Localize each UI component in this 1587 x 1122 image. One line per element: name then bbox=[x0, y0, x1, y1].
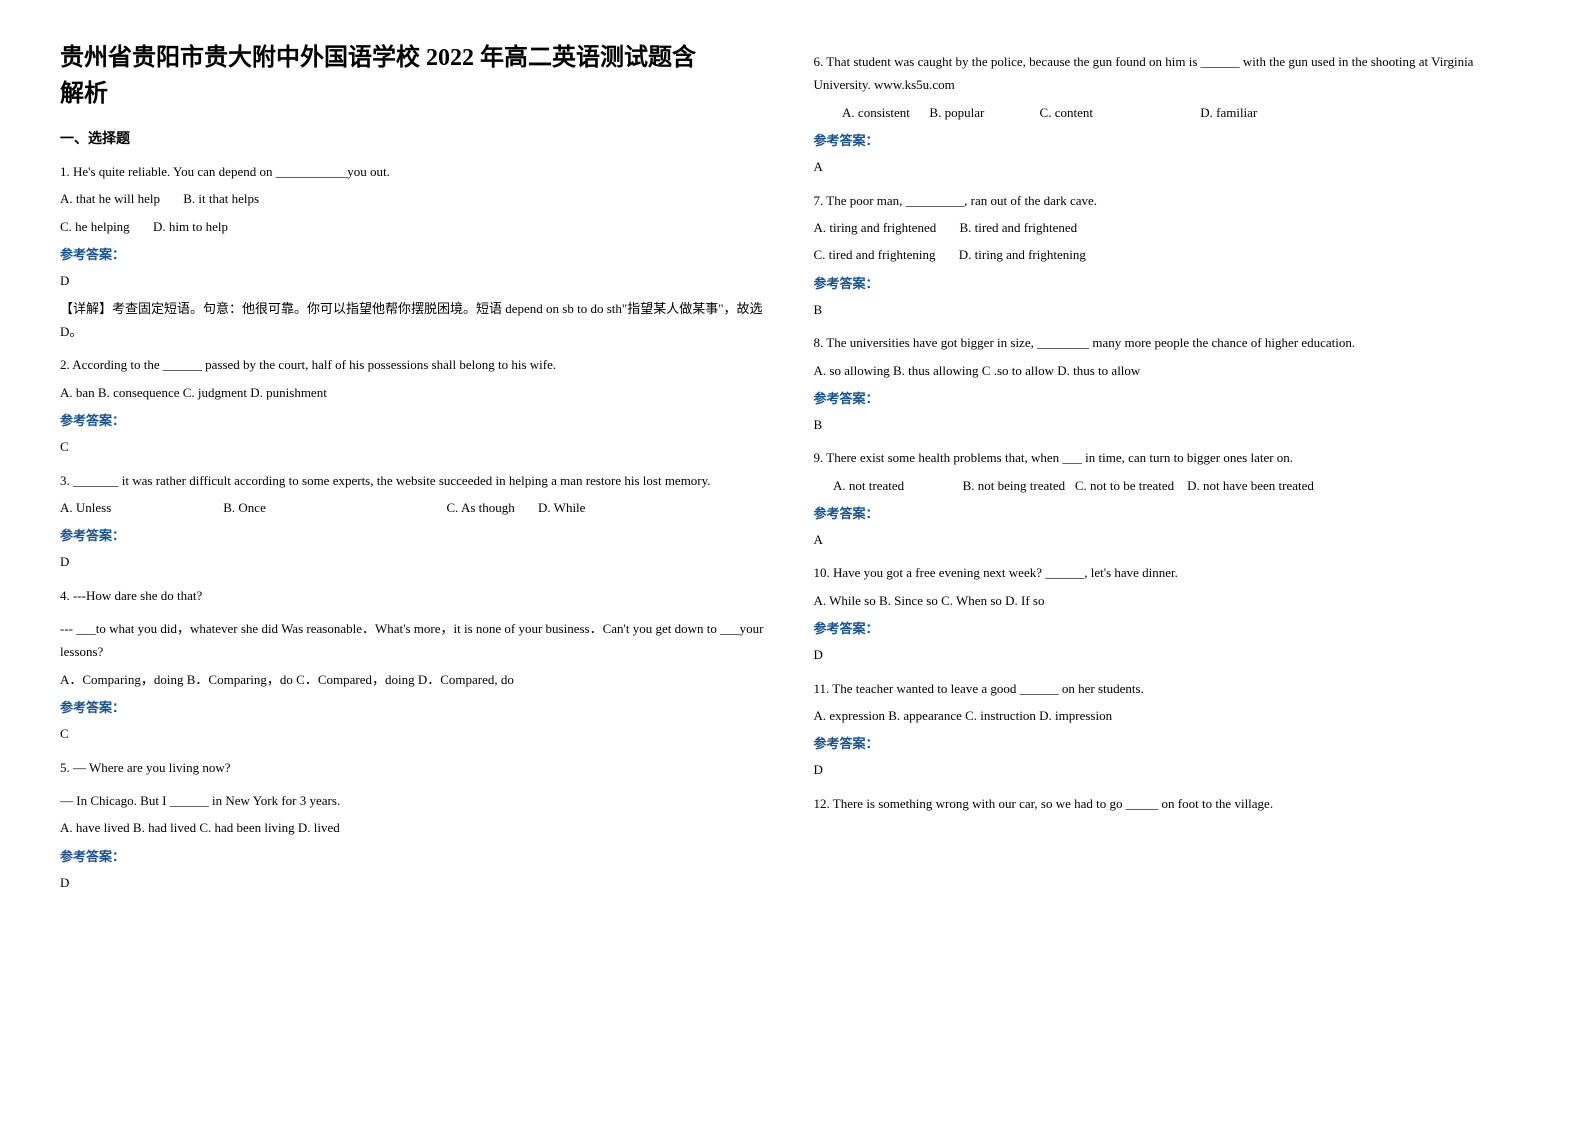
q3-optD: D. While bbox=[538, 500, 585, 515]
q3-optA: A. Unless bbox=[60, 496, 200, 519]
q2-ans-label: 参考答案： bbox=[60, 410, 774, 429]
q12-text: 12. There is something wrong with our ca… bbox=[814, 792, 1528, 815]
question-10: 10. Have you got a free evening next wee… bbox=[814, 561, 1528, 666]
q4-opts: A．Comparing，doing B．Comparing，do C．Compa… bbox=[60, 668, 774, 691]
q3-text: 3. _______ it was rather difficult accor… bbox=[60, 469, 774, 492]
q5-ans: D bbox=[60, 871, 774, 894]
q7-opts-row2: C. tired and frightening D. tiring and f… bbox=[814, 243, 1528, 266]
q2-opts: A. ban B. consequence C. judgment D. pun… bbox=[60, 381, 774, 404]
q7-text: 7. The poor man, _________, ran out of t… bbox=[814, 189, 1528, 212]
q6-ans-label: 参考答案： bbox=[814, 130, 1528, 149]
question-11: 11. The teacher wanted to leave a good _… bbox=[814, 677, 1528, 782]
q7-optB: B. tired and frightened bbox=[960, 220, 1078, 235]
question-8: 8. The universities have got bigger in s… bbox=[814, 331, 1528, 436]
right-column: 6. That student was caught by the police… bbox=[814, 40, 1528, 902]
q4-text1: 4. ---How dare she do that? bbox=[60, 584, 774, 607]
q7-opts-row1: A. tiring and frightened B. tired and fr… bbox=[814, 216, 1528, 239]
question-9: 9. There exist some health problems that… bbox=[814, 446, 1528, 551]
q11-text: 11. The teacher wanted to leave a good _… bbox=[814, 677, 1528, 700]
q7-ans: B bbox=[814, 298, 1528, 321]
q3-optC: C. As though bbox=[447, 500, 515, 515]
question-6: 6. That student was caught by the police… bbox=[814, 50, 1528, 179]
question-7: 7. The poor man, _________, ran out of t… bbox=[814, 189, 1528, 322]
q9-ans: A bbox=[814, 528, 1528, 551]
q9-opts: A. not treated B. not being treated C. n… bbox=[814, 474, 1528, 497]
q9-ans-label: 参考答案： bbox=[814, 503, 1528, 522]
q5-text2: — In Chicago. But I ______ in New York f… bbox=[60, 789, 774, 812]
q11-ans: D bbox=[814, 758, 1528, 781]
question-1: 1. He's quite reliable. You can depend o… bbox=[60, 160, 774, 343]
question-12: 12. There is something wrong with our ca… bbox=[814, 792, 1528, 815]
q1-opts-row1: A. that he will help B. it that helps bbox=[60, 187, 774, 210]
title-line-1: 贵州省贵阳市贵大附中外国语学校 2022 年高二英语测试题含 bbox=[60, 45, 696, 71]
q10-ans: D bbox=[814, 643, 1528, 666]
page-container: 贵州省贵阳市贵大附中外国语学校 2022 年高二英语测试题含 解析 一、选择题 … bbox=[60, 40, 1527, 902]
q5-ans-label: 参考答案： bbox=[60, 846, 774, 865]
q3-ans: D bbox=[60, 550, 774, 573]
document-title: 贵州省贵阳市贵大附中外国语学校 2022 年高二英语测试题含 解析 bbox=[60, 40, 774, 112]
q2-text: 2. According to the ______ passed by the… bbox=[60, 353, 774, 376]
q1-explain: 【详解】考查固定短语。句意：他很可靠。你可以指望他帮你摆脱困境。短语 depen… bbox=[60, 297, 774, 344]
q8-text: 8. The universities have got bigger in s… bbox=[814, 331, 1528, 354]
question-5: 5. — Where are you living now? — In Chic… bbox=[60, 756, 774, 895]
q5-text1: 5. — Where are you living now? bbox=[60, 756, 774, 779]
q1-text: 1. He's quite reliable. You can depend o… bbox=[60, 160, 774, 183]
q10-ans-label: 参考答案： bbox=[814, 618, 1528, 637]
q10-opts: A. While so B. Since so C. When so D. If… bbox=[814, 589, 1528, 612]
q5-opts: A. have lived B. had lived C. had been l… bbox=[60, 816, 774, 839]
q8-ans: B bbox=[814, 413, 1528, 436]
q6-text: 6. That student was caught by the police… bbox=[814, 50, 1528, 97]
q9-text: 9. There exist some health problems that… bbox=[814, 446, 1528, 469]
q4-ans: C bbox=[60, 722, 774, 745]
q4-ans-label: 参考答案： bbox=[60, 697, 774, 716]
q1-optA: A. that he will help bbox=[60, 191, 160, 206]
question-2: 2. According to the ______ passed by the… bbox=[60, 353, 774, 458]
q7-optA: A. tiring and frightened bbox=[814, 220, 937, 235]
q11-opts: A. expression B. appearance C. instructi… bbox=[814, 704, 1528, 727]
q11-ans-label: 参考答案： bbox=[814, 733, 1528, 752]
q7-ans-label: 参考答案： bbox=[814, 273, 1528, 292]
question-3: 3. _______ it was rather difficult accor… bbox=[60, 469, 774, 574]
q4-text2: --- ___to what you did，whatever she did … bbox=[60, 617, 774, 664]
q1-opts-row2: C. he helping D. him to help bbox=[60, 215, 774, 238]
q1-optB: B. it that helps bbox=[183, 191, 259, 206]
q10-text: 10. Have you got a free evening next wee… bbox=[814, 561, 1528, 584]
q1-ans: D bbox=[60, 269, 774, 292]
q1-optD: D. him to help bbox=[153, 219, 228, 234]
title-line-2: 解析 bbox=[60, 81, 108, 107]
q1-optC: C. he helping bbox=[60, 219, 130, 234]
left-column: 贵州省贵阳市贵大附中外国语学校 2022 年高二英语测试题含 解析 一、选择题 … bbox=[60, 40, 774, 902]
q7-optC: C. tired and frightening bbox=[814, 247, 936, 262]
q6-opts: A. consistent B. popular C. content D. f… bbox=[814, 101, 1528, 124]
section-1-header: 一、选择题 bbox=[60, 128, 774, 148]
q3-optB: B. Once bbox=[223, 496, 423, 519]
q3-ans-label: 参考答案： bbox=[60, 525, 774, 544]
q8-ans-label: 参考答案： bbox=[814, 388, 1528, 407]
q1-ans-label: 参考答案： bbox=[60, 244, 774, 263]
q2-ans: C bbox=[60, 435, 774, 458]
question-4: 4. ---How dare she do that? --- ___to wh… bbox=[60, 584, 774, 746]
q7-optD: D. tiring and frightening bbox=[959, 247, 1086, 262]
q8-opts: A. so allowing B. thus allowing C .so to… bbox=[814, 359, 1528, 382]
q6-ans: A bbox=[814, 155, 1528, 178]
q3-opts: A. Unless B. Once C. As though D. While bbox=[60, 496, 774, 519]
